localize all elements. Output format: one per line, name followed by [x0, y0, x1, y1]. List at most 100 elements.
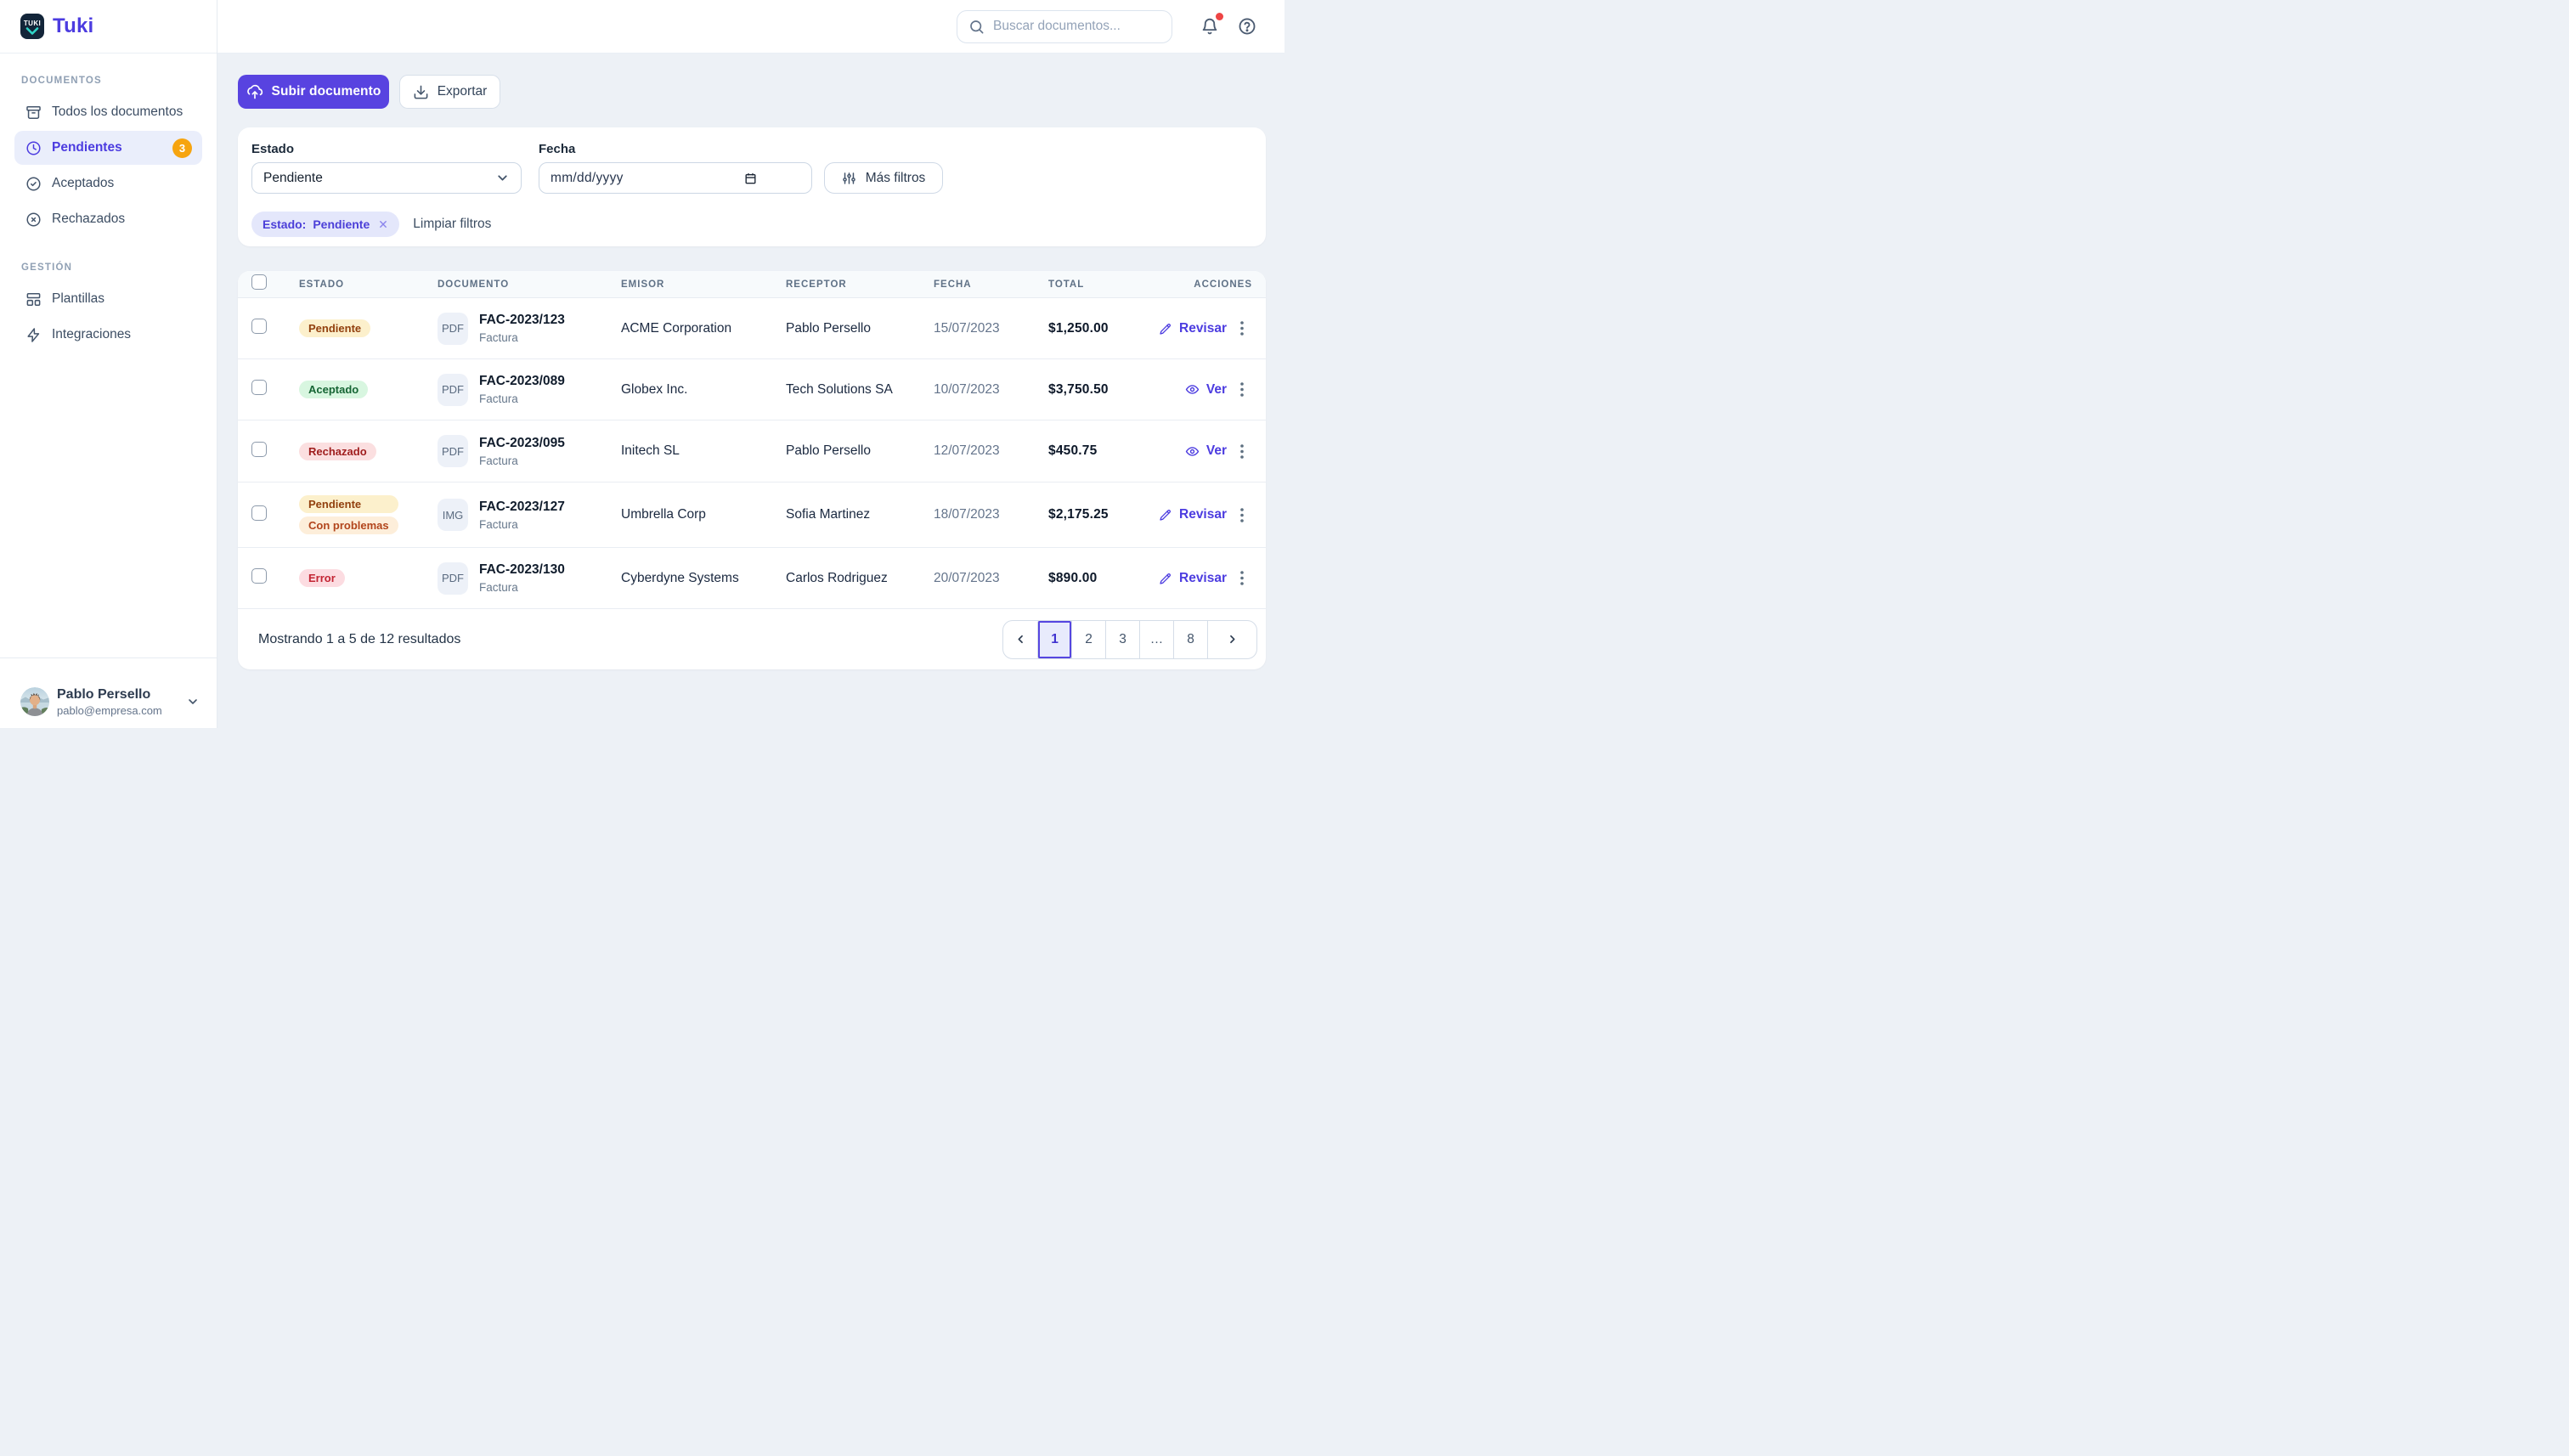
- upload-document-button[interactable]: Subir documento: [238, 75, 389, 109]
- table-row: Error PDF FAC-2023/130 Factura Cyberdyne…: [238, 548, 1266, 608]
- cloud-upload-icon: [246, 84, 263, 99]
- column-header-fecha: FECHA: [934, 279, 972, 290]
- file-type-chip: IMG: [438, 499, 468, 531]
- notification-dot: [1216, 13, 1223, 20]
- fecha-input[interactable]: mm/dd/yyyy: [539, 162, 812, 194]
- content: Subir documento Exportar Estado Pendient…: [217, 54, 1284, 728]
- total-cell: $450.75: [1048, 443, 1098, 458]
- row-checkbox[interactable]: [251, 319, 267, 334]
- search-box: [957, 9, 1172, 43]
- sidebar-item-plantillas[interactable]: Plantillas: [14, 282, 202, 316]
- user-profile[interactable]: Pablo Persello pablo@empresa.com: [0, 657, 217, 728]
- pagination-page-8[interactable]: 8: [1173, 620, 1207, 658]
- sidebar-item-todos-los-documentos[interactable]: Todos los documentos: [14, 95, 202, 129]
- view-action-button[interactable]: Ver: [1185, 382, 1227, 398]
- receptor-cell: Tech Solutions SA: [786, 381, 893, 397]
- estado-select-value: Pendiente: [263, 170, 323, 185]
- document-cell: PDF FAC-2023/130 Factura: [438, 562, 621, 595]
- more-filters-button[interactable]: Más filtros: [824, 162, 943, 194]
- brand-name: Tuki: [53, 14, 94, 37]
- document-kind: Factura: [479, 392, 518, 405]
- row-menu-button[interactable]: [1232, 319, 1252, 339]
- column-header-acciones: ACCIONES: [1194, 279, 1252, 290]
- document-kind: Factura: [479, 581, 518, 594]
- table-row: Pendiente Con problemas IMG FAC-2023/127…: [238, 483, 1266, 548]
- sidebar-item-label: Aceptados: [52, 176, 115, 190]
- row-menu-button[interactable]: [1232, 441, 1252, 461]
- status-badge: Pendiente: [299, 495, 398, 513]
- clear-filters-button[interactable]: Limpiar filtros: [413, 217, 492, 231]
- calendar-icon[interactable]: [744, 172, 757, 185]
- pagination-page-3[interactable]: 3: [1105, 620, 1139, 658]
- sidebar-item-pendientes[interactable]: Pendientes 3: [14, 131, 202, 165]
- documents-table: ESTADO DOCUMENTO EMISOR RECEPTOR FECHA T…: [238, 271, 1266, 669]
- notifications-button[interactable]: [1198, 13, 1223, 38]
- estado-select[interactable]: Pendiente: [251, 162, 522, 194]
- export-button[interactable]: Exportar: [399, 75, 500, 109]
- avatar-photo: [20, 687, 49, 716]
- action-label: Revisar: [1179, 570, 1228, 585]
- help-circle-icon: [1239, 18, 1256, 35]
- pagination-ellipsis[interactable]: …: [1139, 620, 1173, 658]
- fecha-cell: 12/07/2023: [934, 443, 1000, 458]
- document-id: FAC-2023/123: [479, 313, 565, 327]
- review-action-button[interactable]: Revisar: [1159, 571, 1227, 586]
- check-circle-icon: [26, 176, 41, 191]
- sidebar-item-integraciones[interactable]: Integraciones: [14, 318, 202, 352]
- table-footer: Mostrando 1 a 5 de 12 resultados 1 2 3 ……: [238, 608, 1266, 669]
- chevron-right-icon: [1230, 635, 1235, 644]
- help-button[interactable]: [1235, 14, 1259, 38]
- action-label: Ver: [1205, 443, 1227, 458]
- table-row: Rechazado PDF FAC-2023/095 Factura Inite…: [238, 420, 1266, 483]
- filter-chip-estado-pendiente: Estado: Pendiente: [251, 212, 400, 237]
- document-id: FAC-2023/089: [479, 374, 565, 388]
- document-cell: IMG FAC-2023/127 Factura: [438, 499, 621, 531]
- receptor-cell: Carlos Rodriguez: [786, 570, 888, 585]
- row-checkbox[interactable]: [251, 441, 267, 457]
- kebab-icon: [1240, 571, 1244, 585]
- sidebar-item-aceptados[interactable]: Aceptados: [14, 166, 202, 200]
- review-action-button[interactable]: Revisar: [1159, 507, 1227, 522]
- sidebar-item-label: Pendientes: [52, 140, 122, 155]
- view-action-button[interactable]: Ver: [1185, 443, 1227, 459]
- pagination-page-1[interactable]: 1: [1037, 620, 1071, 658]
- total-cell: $890.00: [1048, 570, 1098, 585]
- more-filters-label: Más filtros: [865, 170, 926, 185]
- row-checkbox[interactable]: [251, 505, 267, 521]
- eye-icon: [1185, 446, 1200, 456]
- column-header-documento: DOCUMENTO: [438, 279, 510, 290]
- row-menu-button[interactable]: [1232, 380, 1252, 400]
- search-icon: [970, 20, 984, 33]
- actions-cell: Revisar: [1159, 505, 1252, 525]
- column-header-estado: ESTADO: [299, 279, 345, 290]
- x-circle-icon: [26, 212, 41, 227]
- file-type-chip: PDF: [438, 373, 468, 406]
- profile-info: Pablo Persello pablo@empresa.com: [57, 686, 162, 717]
- select-all-checkbox[interactable]: [251, 274, 267, 290]
- pagination-next-button[interactable]: [1207, 620, 1256, 658]
- zap-icon: [27, 327, 40, 342]
- receptor-cell: Pablo Persello: [786, 443, 871, 458]
- chip-close-button[interactable]: [377, 218, 389, 230]
- review-action-button[interactable]: Revisar: [1159, 321, 1227, 336]
- results-summary: Mostrando 1 a 5 de 12 resultados: [258, 631, 461, 646]
- main: Subir documento Exportar Estado Pendient…: [217, 0, 1284, 728]
- pagination-prev-button[interactable]: [1003, 621, 1037, 658]
- clock-icon: [26, 140, 41, 155]
- row-checkbox[interactable]: [251, 568, 267, 584]
- row-menu-button[interactable]: [1232, 505, 1252, 525]
- receptor-cell: Pablo Persello: [786, 320, 871, 336]
- file-type-chip: PDF: [438, 562, 468, 595]
- fecha-cell: 18/07/2023: [934, 507, 1000, 522]
- sidebar-item-rechazados[interactable]: Rechazados: [14, 202, 202, 236]
- pagination-page-2[interactable]: 2: [1071, 620, 1105, 658]
- chip-prefix: Estado:: [263, 217, 307, 231]
- kebab-icon: [1240, 382, 1244, 397]
- document-kind: Factura: [479, 454, 518, 467]
- chevron-down-icon[interactable]: [186, 695, 200, 708]
- row-checkbox[interactable]: [251, 380, 267, 395]
- table-header: ESTADO DOCUMENTO EMISOR RECEPTOR FECHA T…: [238, 271, 1266, 298]
- search-input[interactable]: [993, 19, 1161, 34]
- status-badge: Rechazado: [299, 442, 376, 460]
- row-menu-button[interactable]: [1232, 568, 1252, 589]
